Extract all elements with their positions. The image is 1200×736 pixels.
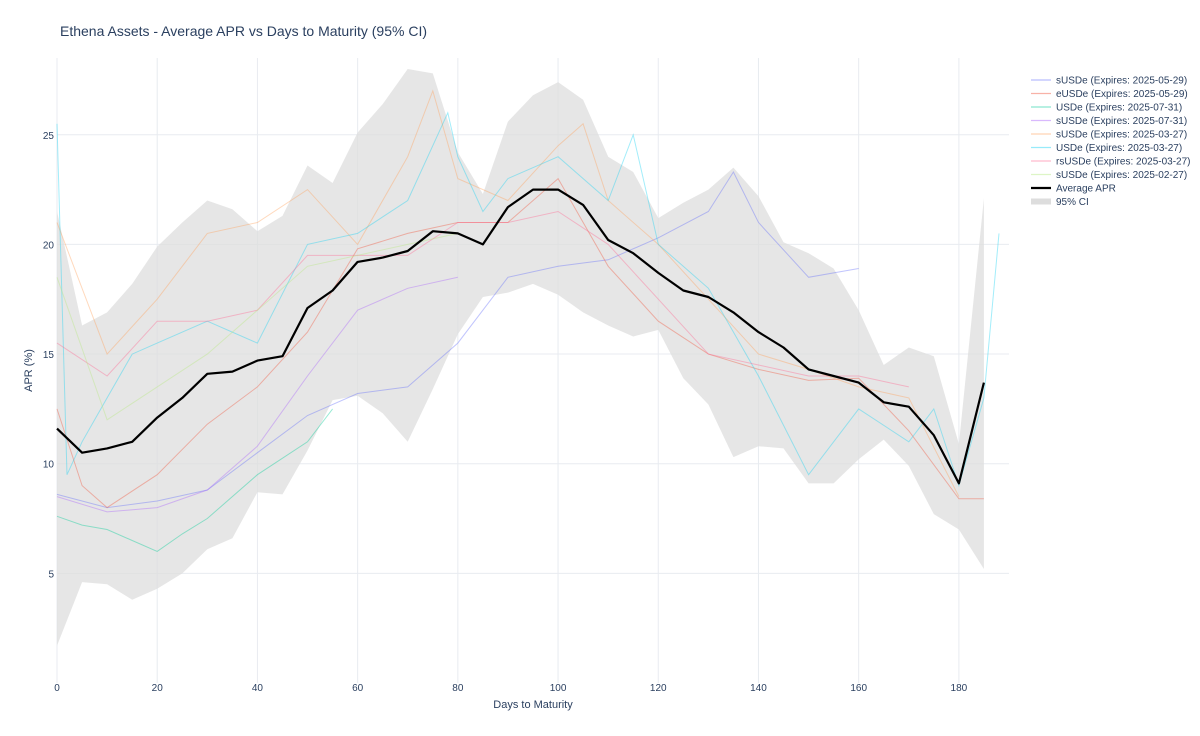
y-axis-title: APR (%) [23,349,35,392]
y-tick-label-4: 25 [43,131,55,142]
y-tick-label-1: 10 [43,460,55,471]
x-tick-label-5: 100 [550,683,567,694]
legend-swatch-ci [1031,198,1051,205]
average-layer [56,188,985,485]
ci-band-layer [57,69,984,646]
legend-label-2: USDe (Expires: 2025-07-31) [1056,103,1182,114]
series-line-2 [56,408,333,552]
legend: sUSDe (Expires: 2025-05-29) eUSDe (Expire… [1031,76,1191,208]
series-line-5 [56,111,1000,488]
series-line-0 [56,170,859,509]
y-tick-label-3: 20 [43,240,55,251]
legend-label-7: sUSDe (Expires: 2025-02-27) [1056,170,1187,181]
series-layer [56,89,1000,552]
legend-label-1: eUSDe (Expires: 2025-05-29) [1056,89,1188,100]
legend-label-average: Average APR [1056,184,1116,195]
x-tick-label-0: 0 [54,683,60,694]
ci-band [57,69,984,646]
x-tick-label-4: 80 [452,683,464,694]
x-tick-label-8: 160 [850,683,867,694]
x-tick-label-9: 180 [951,683,968,694]
y-tick-label-2: 15 [43,350,55,361]
legend-label-ci: 95% CI [1056,197,1089,208]
series-line-6 [56,210,909,388]
x-tick-label-3: 60 [352,683,364,694]
average-apr-line [56,188,985,485]
chart-title: Ethena Assets - Average APR vs Days to M… [60,23,427,39]
axis-ticks: 0 20 40 60 80 100 120 140 160 180 5 10 15 20 25 [43,131,968,694]
x-tick-label-6: 120 [650,683,667,694]
x-tick-label-2: 40 [252,683,264,694]
x-tick-label-1: 20 [152,683,164,694]
legend-label-3: sUSDe (Expires: 2025-07-31) [1056,116,1187,127]
legend-label-0: sUSDe (Expires: 2025-05-29) [1056,76,1187,87]
legend-label-6: rsUSDe (Expires: 2025-03-27) [1056,157,1191,168]
series-line-4 [56,89,960,497]
series-line-3 [56,276,458,513]
series-line-7 [56,232,458,421]
legend-label-5: USDe (Expires: 2025-03-27) [1056,143,1182,154]
y-tick-label-0: 5 [48,569,54,580]
x-axis-title: Days to Maturity [493,699,573,711]
legend-label-4: sUSDe (Expires: 2025-03-27) [1056,130,1187,141]
x-tick-label-7: 140 [750,683,767,694]
